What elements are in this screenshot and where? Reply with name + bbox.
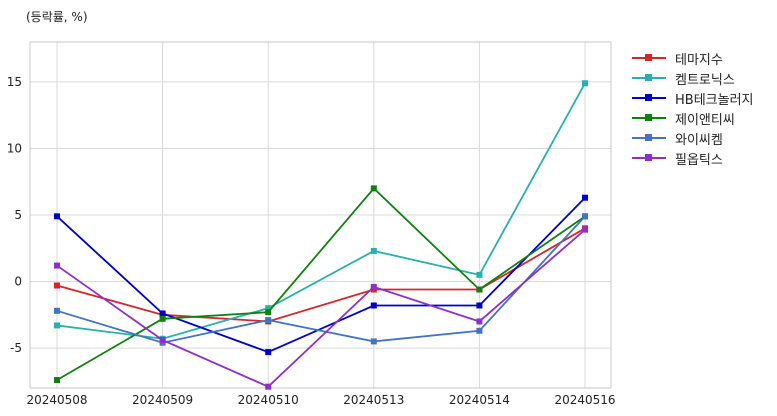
data-point: [54, 213, 60, 220]
legend-label: HB테크놀러지: [675, 92, 754, 108]
data-point: [54, 307, 60, 314]
legend-item: 필옵틱스: [632, 148, 754, 168]
data-point: [582, 226, 588, 233]
data-point: [476, 286, 483, 293]
data-point: [265, 305, 272, 312]
x-tick-label: 20240516: [554, 393, 615, 407]
data-point: [54, 282, 60, 289]
series-group: [54, 80, 588, 342]
data-point: [370, 338, 377, 345]
series-line: [56, 228, 586, 388]
data-point: [159, 337, 166, 344]
data-point: [370, 283, 377, 290]
legend-item: 테마지수: [632, 48, 754, 68]
legend-item: 켐트로닉스: [632, 68, 754, 88]
data-point: [159, 310, 166, 317]
unit-label: (등락률, %): [26, 10, 88, 24]
legend-item: 와이씨켐: [632, 128, 754, 148]
legend-swatch: [632, 72, 666, 84]
legend-label: 와이씨켐: [675, 132, 723, 148]
legend-item: 제이앤티씨: [632, 108, 754, 128]
series-line: [56, 187, 586, 381]
series-group: [54, 194, 588, 356]
data-point: [265, 383, 272, 390]
data-point: [370, 247, 377, 254]
data-point: [159, 315, 166, 322]
series-line: [56, 197, 586, 354]
x-tick-label: 20240510: [238, 393, 299, 407]
legend-label: 필옵틱스: [675, 152, 723, 168]
y-tick-label: 10: [7, 141, 22, 155]
legend-swatch: [632, 52, 666, 64]
x-tick-label: 20240513: [343, 393, 404, 407]
x-tick-label: 20240514: [449, 393, 510, 407]
data-point: [265, 317, 272, 324]
data-point: [265, 349, 272, 356]
legend-item: HB테크놀러지: [632, 88, 754, 108]
y-tick-label: 0: [14, 275, 22, 289]
plot-frame: [29, 41, 612, 389]
y-tick-label: 15: [7, 75, 22, 89]
data-point: [54, 322, 60, 329]
data-point: [476, 327, 483, 334]
legend-swatch: [632, 112, 666, 124]
data-point: [370, 302, 377, 309]
y-tick-label: -5: [10, 341, 22, 355]
data-point: [582, 194, 588, 201]
data-point: [54, 262, 60, 269]
legend-swatch: [632, 132, 666, 144]
data-point: [582, 80, 588, 87]
legend-label: 켐트로닉스: [675, 72, 735, 88]
data-point: [582, 213, 588, 220]
legend-swatch: [632, 92, 666, 104]
data-point: [54, 377, 60, 384]
x-tick-label: 20240509: [132, 393, 193, 407]
data-point: [476, 302, 483, 309]
data-point: [265, 309, 272, 316]
legend-label: 테마지수: [675, 52, 723, 68]
series-line: [56, 215, 586, 344]
series-group: [54, 226, 588, 390]
data-point: [476, 271, 483, 278]
x-tick-label: 20240508: [26, 393, 87, 407]
legend-label: 제이앤티씨: [675, 112, 735, 128]
legend-swatch: [632, 152, 666, 164]
data-point: [370, 185, 377, 192]
y-tick-label: 5: [14, 208, 22, 222]
data-point: [476, 318, 483, 325]
series-line: [56, 227, 586, 323]
series-line: [56, 82, 586, 340]
series-group: [54, 225, 588, 325]
